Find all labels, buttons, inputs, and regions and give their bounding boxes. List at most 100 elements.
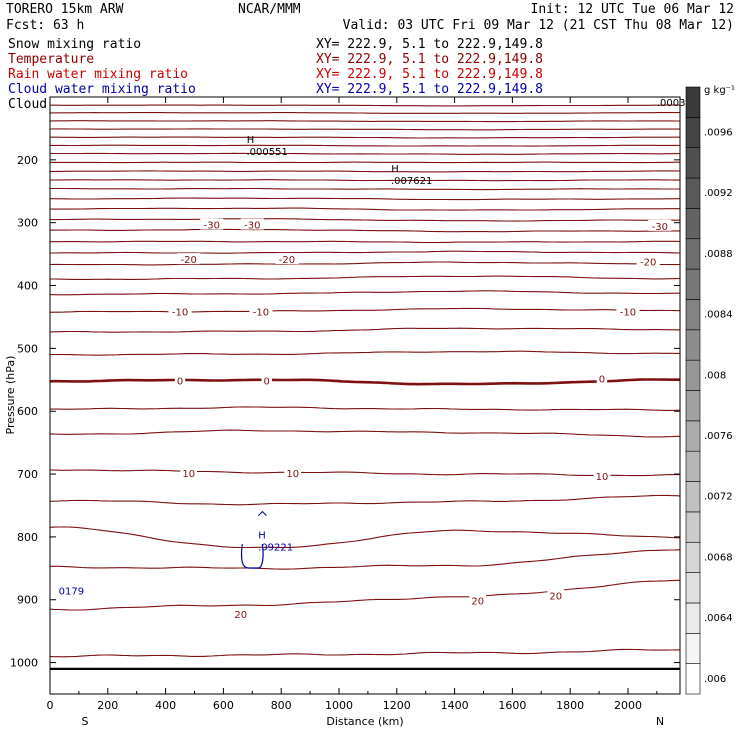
y-tick-label: 200: [17, 154, 38, 167]
contour-label: -30: [652, 222, 668, 233]
isotherm-line: [49, 579, 681, 611]
colorbar-swatch: [685, 511, 701, 543]
colorbar-swatch: [685, 117, 701, 148]
x-axis-label: Distance (km): [326, 715, 403, 728]
extremum-value: .000397: [657, 98, 698, 109]
isotherm-line: [49, 275, 681, 280]
extremum-value: .09221: [258, 542, 293, 553]
extremum-value: .000551: [247, 147, 288, 158]
x-tick-label: 400: [155, 699, 176, 712]
axes: 0 200 400 600 800 1000 1200 1400 1600 1800 2000200…: [10, 97, 680, 712]
y-tick-label: 1000: [10, 657, 38, 670]
isotherm-line: [50, 350, 680, 356]
colorbar-tick-label: .0064: [704, 613, 733, 624]
field-label: Rain water mixing ratio: [8, 67, 188, 82]
y-tick-label: 600: [17, 405, 38, 418]
contour-label-bg: [616, 305, 640, 317]
colorbar-tick-label: .006: [704, 674, 726, 685]
colorbar-swatch: [685, 450, 701, 482]
colorbar-tick-label: .008: [704, 370, 726, 381]
x-tick-label: 1800: [556, 699, 584, 712]
init-time: Init: 12 UTC Tue 06 Mar 12: [531, 2, 735, 17]
contour-label-bg: [275, 253, 299, 265]
contour-label-bg: [240, 218, 264, 230]
colorbar-swatch: [685, 481, 701, 513]
y-axis-label: Pressure (hPa): [4, 356, 17, 435]
contour-label-bg: [200, 218, 224, 230]
contour-label-bg: [648, 219, 672, 231]
contour-label-bg: [249, 305, 273, 317]
x-tick-label: 2000: [614, 699, 642, 712]
extremum-marker: H: [247, 135, 255, 146]
x-tick-label: 800: [271, 699, 292, 712]
colorbar-tick-label: .0096: [704, 128, 733, 139]
contour-label: 10: [182, 469, 195, 480]
contour-label-bg: [261, 374, 272, 386]
contour-label: 10: [596, 472, 609, 483]
north-end-label: N: [656, 715, 664, 728]
x-tick-label: 600: [213, 699, 234, 712]
isotherm-line: [50, 120, 680, 123]
colorbar-swatch: [685, 299, 701, 331]
isotherm-line: [49, 128, 680, 131]
plot-area: [50, 97, 680, 694]
contour-label-bg: [232, 608, 250, 620]
isotherm-line: [49, 327, 681, 333]
isotherm-line: [50, 170, 681, 173]
isotherm-line: [50, 250, 681, 254]
x-tick-label: 1000: [325, 699, 353, 712]
isotherm-line: [49, 494, 681, 506]
contour-label: 0: [177, 376, 183, 387]
colorbar-swatch: [685, 359, 701, 391]
y-tick-label: 700: [17, 468, 38, 481]
extremum-value: .007621: [391, 176, 432, 187]
isotherm-line: [49, 290, 680, 296]
field-xy-range: XY= 222.9, 5.1 to 222.9,149.8: [316, 52, 543, 67]
contour-label-bg: [596, 372, 608, 384]
isotherm-line: [49, 526, 681, 549]
extremum-marker: H: [391, 164, 399, 175]
isotherm-line: [50, 136, 680, 139]
colorbar-swatch: [685, 420, 701, 452]
isotherm-line: [49, 378, 680, 386]
isotherm-line: [49, 112, 680, 114]
contour-label-bg: [174, 374, 186, 386]
contour-label: 0: [599, 375, 605, 386]
valid-time: Valid: 03 UTC Fri 09 Mar 12 (21 CST Thu …: [343, 18, 734, 33]
extremum-value: 0179: [59, 586, 84, 597]
plot-frame: [49, 96, 681, 695]
x-tick-label: 0: [47, 699, 54, 712]
contour-label-bg: [547, 589, 565, 601]
contour-label-bg: [177, 253, 201, 265]
colorbar-swatch: [685, 390, 701, 422]
contour-label: -20: [279, 255, 295, 266]
colorbar-swatch: [685, 329, 701, 361]
colorbar-swatch: [685, 268, 701, 300]
isotherm-line: [49, 307, 681, 313]
south-end-label: S: [82, 715, 89, 728]
field-xy-range: XY= 222.9, 5.1 to 222.9,149.8: [316, 37, 543, 52]
y-tick-label: 800: [17, 531, 38, 544]
contour-label: 20: [471, 596, 484, 607]
contour-label: -10: [172, 307, 188, 318]
contour-label: -10: [253, 307, 269, 318]
y-tick-label: 300: [17, 217, 38, 230]
contour-label: -30: [244, 221, 260, 232]
model-title: TORERO 15km ARW: [6, 2, 124, 17]
colorbar-swatch: [685, 147, 701, 179]
contour-label-bg: [636, 255, 660, 267]
isotherm-line: [49, 648, 680, 658]
colorbar-unit: g kg⁻¹: [704, 85, 735, 96]
contour-label: 10: [286, 469, 299, 480]
y-tick-label: 400: [17, 280, 38, 293]
contour-label: -30: [204, 221, 220, 232]
plot-content: -30 -30 -30 -20 -20 -20 -10 -10 -10 0 0 0 10 10 10 20 20…: [49, 98, 698, 670]
isotherm-line: [49, 161, 680, 164]
colorbar-swatch: [685, 208, 701, 240]
isotherm-line: [50, 549, 681, 570]
colorbar-tick-label: .0068: [704, 552, 733, 563]
colorbar-swatch: [685, 663, 701, 695]
x-tick-label: 200: [97, 699, 118, 712]
contour-label: 20: [549, 591, 562, 602]
